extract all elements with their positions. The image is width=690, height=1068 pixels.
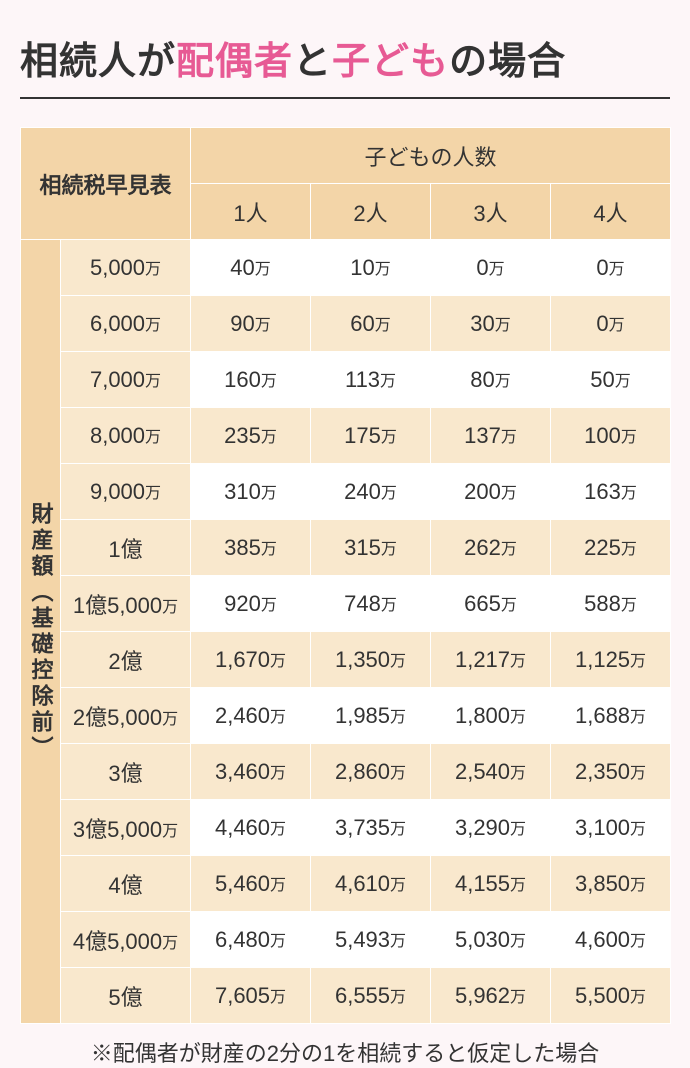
- tax-amount: 1,217万: [431, 632, 551, 688]
- asset-amount: 3億5,000万: [61, 800, 191, 856]
- tax-amount: 748万: [311, 576, 431, 632]
- tax-amount: 3,100万: [551, 800, 671, 856]
- tax-amount: 113万: [311, 352, 431, 408]
- tax-amount: 40万: [191, 240, 311, 296]
- table-row: 6,000万90万60万30万0万: [21, 296, 671, 352]
- asset-amount: 2億: [61, 632, 191, 688]
- tax-amount: 6,480万: [191, 912, 311, 968]
- tax-amount: 200万: [431, 464, 551, 520]
- tax-amount: 175万: [311, 408, 431, 464]
- footnote: ※配偶者が財産の2分の1を相続すると仮定した場合: [20, 1036, 670, 1068]
- tax-amount: 50万: [551, 352, 671, 408]
- tax-amount: 262万: [431, 520, 551, 576]
- tax-amount: 3,290万: [431, 800, 551, 856]
- tax-amount: 5,460万: [191, 856, 311, 912]
- table-row: 4億5,460万4,610万4,155万3,850万: [21, 856, 671, 912]
- tax-amount: 235万: [191, 408, 311, 464]
- title-highlight-2: 子ども: [332, 41, 449, 83]
- tax-amount: 7,605万: [191, 968, 311, 1024]
- tax-amount: 3,850万: [551, 856, 671, 912]
- tax-amount: 310万: [191, 464, 311, 520]
- table-row: 5億7,605万6,555万5,962万5,500万: [21, 968, 671, 1024]
- tax-amount: 665万: [431, 576, 551, 632]
- tax-amount: 1,800万: [431, 688, 551, 744]
- tax-amount: 5,500万: [551, 968, 671, 1024]
- asset-amount: 5,000万: [61, 240, 191, 296]
- asset-amount: 7,000万: [61, 352, 191, 408]
- inheritance-tax-table: 相続税早見表 子どもの人数 1人2人3人4人 財産額（基礎控除前）5,000万4…: [20, 127, 671, 1024]
- tax-amount: 1,985万: [311, 688, 431, 744]
- tax-amount: 1,670万: [191, 632, 311, 688]
- table-row: 3億3,460万2,860万2,540万2,350万: [21, 744, 671, 800]
- table-corner-label: 相続税早見表: [21, 128, 191, 240]
- tax-amount: 240万: [311, 464, 431, 520]
- tax-amount: 4,600万: [551, 912, 671, 968]
- asset-amount: 1億: [61, 520, 191, 576]
- tax-amount: 4,155万: [431, 856, 551, 912]
- table-row: 1億385万315万262万225万: [21, 520, 671, 576]
- tax-amount: 588万: [551, 576, 671, 632]
- tax-amount: 80万: [431, 352, 551, 408]
- table-row: 3億5,000万4,460万3,735万3,290万3,100万: [21, 800, 671, 856]
- table-row: 2億1,670万1,350万1,217万1,125万: [21, 632, 671, 688]
- tax-amount: 385万: [191, 520, 311, 576]
- title-highlight-1: 配偶者: [176, 41, 293, 83]
- tax-amount: 0万: [551, 240, 671, 296]
- tax-amount: 225万: [551, 520, 671, 576]
- tax-amount: 2,350万: [551, 744, 671, 800]
- asset-amount: 1億5,000万: [61, 576, 191, 632]
- title-part-1: 相続人が: [20, 41, 176, 83]
- tax-amount: 1,350万: [311, 632, 431, 688]
- asset-amount: 2億5,000万: [61, 688, 191, 744]
- children-col-4: 4人: [551, 184, 671, 240]
- tax-amount: 100万: [551, 408, 671, 464]
- table-row: 8,000万235万175万137万100万: [21, 408, 671, 464]
- asset-amount: 3億: [61, 744, 191, 800]
- tax-amount: 160万: [191, 352, 311, 408]
- children-col-3: 3人: [431, 184, 551, 240]
- tax-amount: 4,460万: [191, 800, 311, 856]
- asset-amount: 8,000万: [61, 408, 191, 464]
- table-row: 4億5,000万6,480万5,493万5,030万4,600万: [21, 912, 671, 968]
- table-row: 財産額（基礎控除前）5,000万40万10万0万0万: [21, 240, 671, 296]
- table-row: 1億5,000万920万748万665万588万: [21, 576, 671, 632]
- tax-amount: 0万: [431, 240, 551, 296]
- asset-amount: 4億: [61, 856, 191, 912]
- tax-amount: 2,540万: [431, 744, 551, 800]
- tax-amount: 5,962万: [431, 968, 551, 1024]
- asset-amount: 4億5,000万: [61, 912, 191, 968]
- tax-amount: 60万: [311, 296, 431, 352]
- tax-amount: 2,860万: [311, 744, 431, 800]
- tax-amount: 10万: [311, 240, 431, 296]
- tax-amount: 163万: [551, 464, 671, 520]
- title-part-3: の場合: [449, 41, 566, 83]
- tax-amount: 2,460万: [191, 688, 311, 744]
- asset-amount: 9,000万: [61, 464, 191, 520]
- tax-amount: 1,688万: [551, 688, 671, 744]
- tax-amount: 315万: [311, 520, 431, 576]
- asset-amount-vertical-label: 財産額（基礎控除前）: [21, 240, 61, 1024]
- tax-amount: 3,460万: [191, 744, 311, 800]
- table-row: 7,000万160万113万80万50万: [21, 352, 671, 408]
- table-row: 9,000万310万240万200万163万: [21, 464, 671, 520]
- tax-amount: 3,735万: [311, 800, 431, 856]
- tax-amount: 0万: [551, 296, 671, 352]
- children-col-1: 1人: [191, 184, 311, 240]
- tax-amount: 4,610万: [311, 856, 431, 912]
- title-part-2: と: [293, 41, 332, 83]
- tax-amount: 6,555万: [311, 968, 431, 1024]
- asset-amount: 6,000万: [61, 296, 191, 352]
- children-col-2: 2人: [311, 184, 431, 240]
- page-title: 相続人が配偶者と子どもの場合: [20, 30, 670, 99]
- tax-amount: 1,125万: [551, 632, 671, 688]
- tax-amount: 90万: [191, 296, 311, 352]
- table-row: 2億5,000万2,460万1,985万1,800万1,688万: [21, 688, 671, 744]
- children-count-header: 子どもの人数: [191, 128, 671, 184]
- tax-amount: 30万: [431, 296, 551, 352]
- tax-amount: 5,030万: [431, 912, 551, 968]
- tax-amount: 5,493万: [311, 912, 431, 968]
- tax-amount: 137万: [431, 408, 551, 464]
- tax-amount: 920万: [191, 576, 311, 632]
- asset-amount: 5億: [61, 968, 191, 1024]
